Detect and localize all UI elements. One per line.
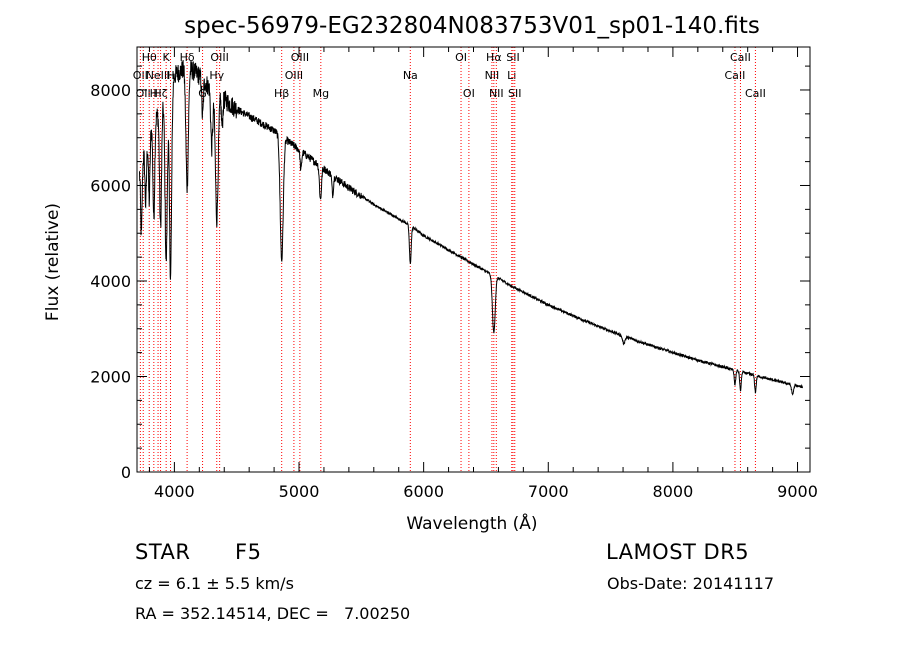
line-marker-label: Li <box>507 69 516 82</box>
object-class: STAR <box>135 540 191 564</box>
line-marker-label: OI <box>455 51 467 64</box>
line-marker-label: Na <box>403 69 418 82</box>
line-marker-label: K <box>163 51 171 64</box>
line-marker-label: Hζ <box>153 87 167 100</box>
line-marker-label: H <box>166 69 174 82</box>
line-marker-label: SII <box>508 87 521 100</box>
x-tick-label: 7000 <box>528 482 569 501</box>
x-axis-label: Wavelength (Å) <box>406 512 537 534</box>
line-markers: OIIOIIHθHNeIIIHζKHHδGHγOIIIHβOIIIOIIIMgN… <box>133 47 766 472</box>
x-tick-label: 5000 <box>279 482 320 501</box>
line-marker-label: Hβ <box>274 87 289 100</box>
x-tick-label: 8000 <box>653 482 694 501</box>
line-marker-label: OIII <box>210 51 228 64</box>
survey-name: LAMOST DR5 <box>606 540 750 564</box>
y-tick-label: 6000 <box>90 176 131 195</box>
line-marker-label: NeIII <box>146 69 171 82</box>
line-marker-label: Hγ <box>209 69 224 82</box>
line-marker-label: OII <box>136 87 151 100</box>
line-marker-label: G <box>198 87 207 100</box>
y-tick-label: 0 <box>121 463 131 482</box>
line-marker-label: Hθ <box>142 51 157 64</box>
spectrum <box>139 59 803 396</box>
line-marker-label: OIII <box>285 69 303 82</box>
y-axis-label: Flux (relative) <box>43 203 63 321</box>
y-tick-label: 8000 <box>90 81 131 100</box>
line-marker-label: CaII <box>730 51 751 64</box>
spectrum-line <box>139 59 803 396</box>
x-tick-label: 6000 <box>403 482 444 501</box>
x-tick-label: 4000 <box>154 482 195 501</box>
line-marker-label: NII <box>489 87 504 100</box>
line-marker-label: OI <box>463 87 475 100</box>
line-marker-label: CaII <box>745 87 766 100</box>
redshift-cz: cz = 6.1 ± 5.5 km/s <box>135 574 294 593</box>
line-marker-label: SII <box>506 51 519 64</box>
observation-date: Obs-Date: 20141117 <box>607 574 775 593</box>
line-marker-label: NII <box>485 69 500 82</box>
line-marker-label: Hα <box>486 51 502 64</box>
object-subclass: F5 <box>235 540 262 564</box>
line-marker-label: OIII <box>291 51 309 64</box>
chart-title: spec-56979-EG232804N083753V01_sp01-140.f… <box>184 13 760 39</box>
line-marker-label: H <box>150 87 158 100</box>
axes: 4000 5000 6000 7000 8000 9000 0 2000 4000 6000 800… <box>90 47 818 501</box>
y-tick-label: 2000 <box>90 367 131 386</box>
x-tick-label: 9000 <box>777 482 818 501</box>
y-tick-label: 4000 <box>90 272 131 291</box>
line-marker-label: CaII <box>725 69 746 82</box>
coordinates: RA = 352.14514, DEC = 7.00250 <box>135 604 411 623</box>
line-marker-label: Mg <box>313 87 329 100</box>
